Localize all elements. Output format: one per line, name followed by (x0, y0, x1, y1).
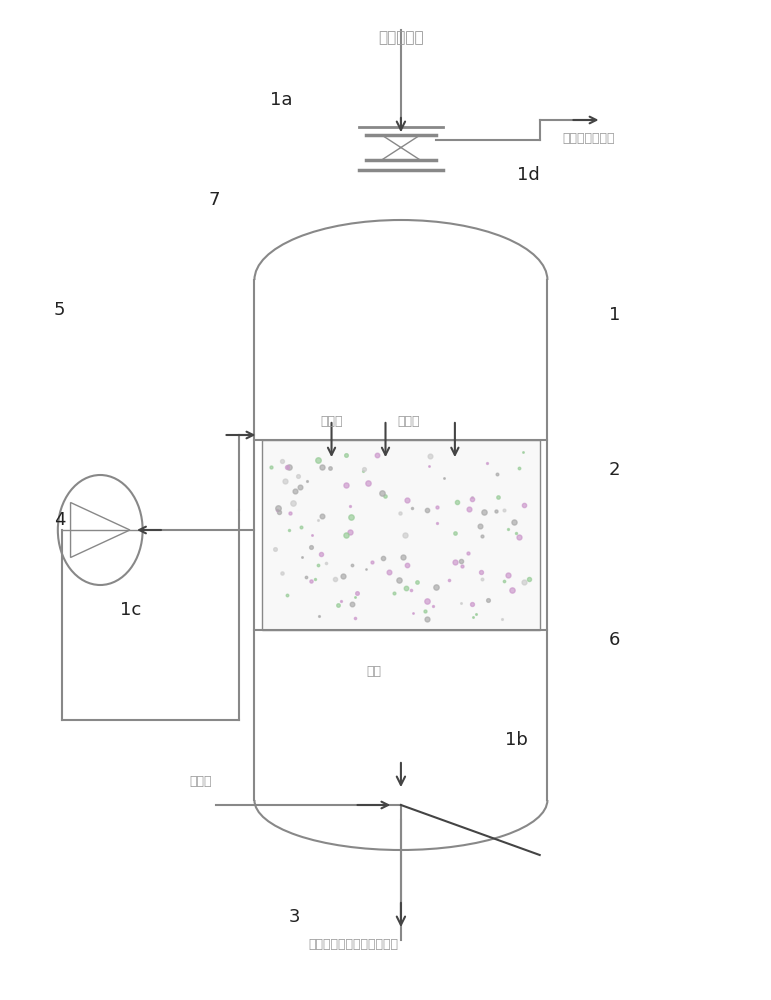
Text: 2: 2 (609, 461, 621, 479)
Text: 4: 4 (54, 511, 66, 529)
Bar (262, 440, 540, 630)
Text: 过滤水: 过滤水 (320, 415, 342, 428)
Text: 1d: 1d (517, 166, 540, 184)
Text: 1c: 1c (120, 601, 141, 619)
Text: 反洗水: 反洗水 (189, 775, 211, 788)
Text: 清水: 清水 (366, 665, 381, 678)
Text: 处理出水回用于油田回注水: 处理出水回用于油田回注水 (308, 938, 399, 951)
Text: 7: 7 (208, 191, 220, 209)
Text: 5: 5 (54, 301, 66, 319)
Text: 过滤水: 过滤水 (397, 415, 419, 428)
Text: 6: 6 (609, 631, 621, 649)
Text: 油田采出水: 油田采出水 (378, 30, 424, 45)
Text: 1b: 1b (505, 731, 528, 749)
Text: 3: 3 (289, 908, 301, 926)
Text: 反洗水至污泥罐: 反洗水至污泥罐 (563, 132, 615, 145)
Text: 1a: 1a (270, 91, 292, 109)
Text: 1: 1 (609, 306, 621, 324)
